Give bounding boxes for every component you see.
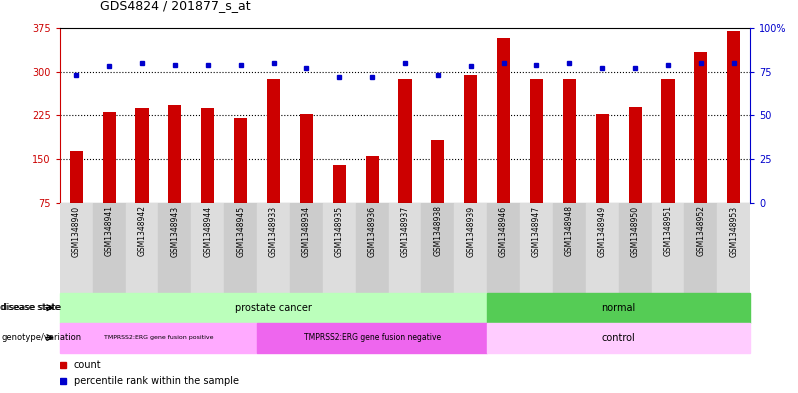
Text: GSM1348948: GSM1348948 [565,206,574,257]
Text: GSM1348946: GSM1348946 [499,206,508,257]
Bar [201,108,215,203]
Bar [454,203,487,293]
Bar [431,140,444,203]
Text: control: control [602,332,635,343]
Bar [168,105,181,203]
Bar [69,151,83,203]
Bar [60,203,93,293]
Bar [685,203,717,293]
Bar [530,79,543,203]
Bar [159,203,192,293]
Bar [727,31,741,203]
Bar [586,203,618,293]
Bar [487,203,520,293]
Bar [365,156,379,203]
Text: GSM1348950: GSM1348950 [630,206,639,257]
Bar [497,39,510,203]
Bar [136,108,148,203]
Bar [333,165,346,203]
Text: disease state: disease state [0,303,61,312]
Text: GSM1348945: GSM1348945 [236,206,245,257]
Bar [192,203,224,293]
Bar [595,114,609,203]
Bar [398,79,412,203]
Text: TMPRSS2:ERG gene fusion positive: TMPRSS2:ERG gene fusion positive [104,335,213,340]
Bar [257,203,290,293]
Bar [717,203,750,293]
Bar [125,203,159,293]
Text: TMPRSS2:ERG gene fusion negative: TMPRSS2:ERG gene fusion negative [303,333,440,342]
Text: normal: normal [602,303,636,313]
Bar [60,293,487,323]
Bar [421,203,454,293]
Bar [224,203,257,293]
Text: GSM1348952: GSM1348952 [697,206,705,257]
Text: prostate cancer: prostate cancer [235,303,312,313]
Text: GSM1348947: GSM1348947 [532,206,541,257]
Bar [389,203,421,293]
Bar [103,112,116,203]
Bar [257,323,487,353]
Bar [563,79,576,203]
Text: GSM1348941: GSM1348941 [105,206,113,257]
Text: GSM1348935: GSM1348935 [334,206,344,257]
Text: disease state: disease state [1,303,61,312]
Text: GSM1348953: GSM1348953 [729,206,738,257]
Text: GSM1348942: GSM1348942 [137,206,147,257]
Text: GSM1348951: GSM1348951 [663,206,673,257]
Text: genotype/variation: genotype/variation [1,333,81,342]
Text: GSM1348940: GSM1348940 [72,206,81,257]
Bar [290,203,323,293]
Text: GSM1348939: GSM1348939 [466,206,476,257]
Text: count: count [73,360,101,369]
Bar [300,114,313,203]
Bar [651,203,685,293]
Bar [356,203,389,293]
Bar [60,323,257,353]
Bar [234,118,247,203]
Bar [618,203,651,293]
Bar [487,323,750,353]
Text: GSM1348937: GSM1348937 [401,206,409,257]
Bar [520,203,553,293]
Bar [662,79,674,203]
Bar [323,203,356,293]
Bar [487,293,750,323]
Text: GSM1348943: GSM1348943 [171,206,180,257]
Text: GSM1348938: GSM1348938 [433,206,442,257]
Bar [464,75,477,203]
Bar [629,107,642,203]
Text: GSM1348934: GSM1348934 [302,206,311,257]
Text: percentile rank within the sample: percentile rank within the sample [73,376,239,386]
Text: GSM1348944: GSM1348944 [203,206,212,257]
Text: GSM1348936: GSM1348936 [368,206,377,257]
Bar [93,203,125,293]
Text: GDS4824 / 201877_s_at: GDS4824 / 201877_s_at [100,0,251,12]
Bar [694,52,707,203]
Bar [267,79,280,203]
Text: GSM1348933: GSM1348933 [269,206,278,257]
Bar [553,203,586,293]
Text: GSM1348949: GSM1348949 [598,206,606,257]
